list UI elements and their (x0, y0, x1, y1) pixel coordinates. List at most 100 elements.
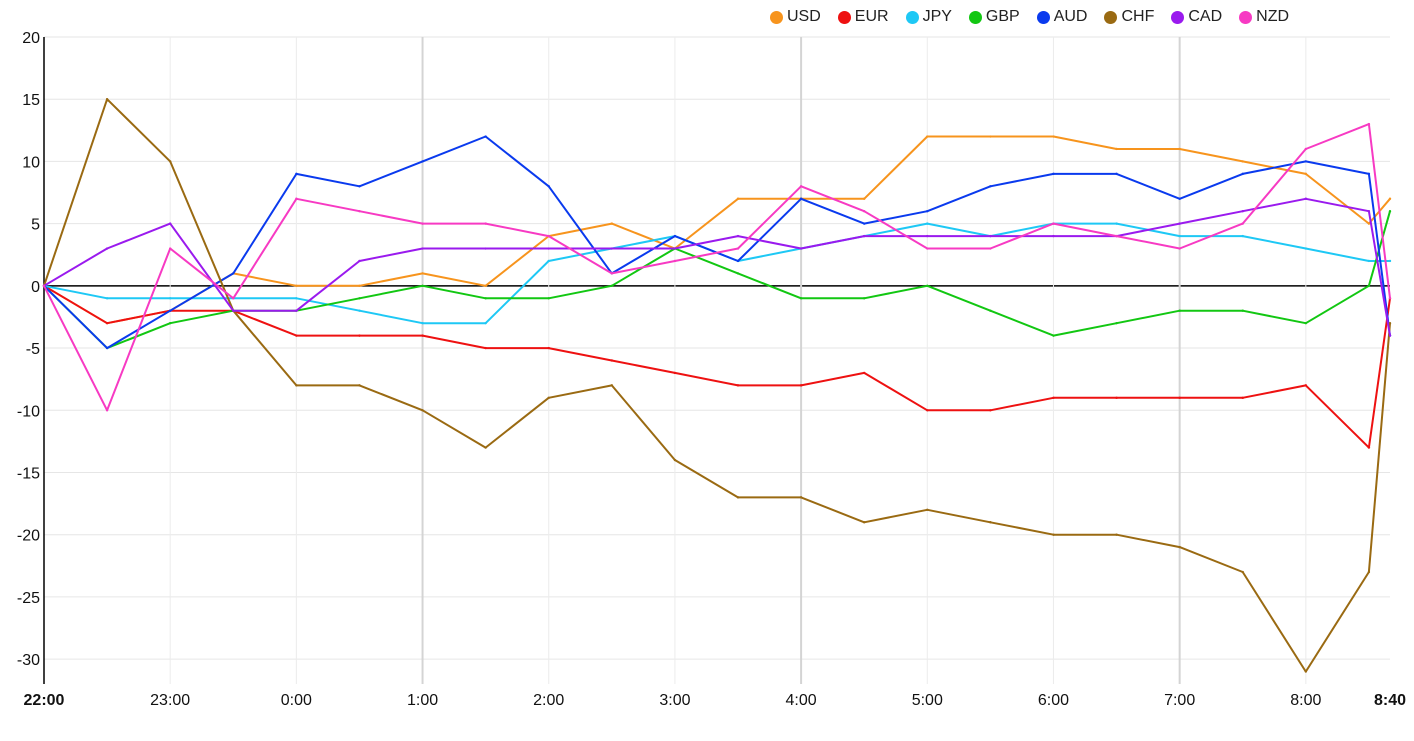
data-point-eur (1178, 396, 1181, 400)
legend-swatch-icon (1239, 10, 1253, 24)
legend-swatch-icon (1036, 10, 1050, 24)
data-point-aud (1367, 172, 1371, 176)
data-point-gbp (610, 284, 614, 288)
data-point-aud (1115, 172, 1118, 176)
data-point-chf (1367, 570, 1371, 574)
data-point-nzd (1367, 122, 1371, 126)
data-point-eur (1367, 446, 1371, 449)
data-point-eur (547, 346, 550, 350)
series-line-chf (43, 98, 1391, 673)
y-tick-label: -30 (17, 652, 40, 669)
data-point-jpy (358, 309, 361, 312)
data-point-chf (989, 521, 992, 524)
data-point-aud (295, 172, 298, 176)
data-point-aud (168, 309, 172, 312)
legend-item-usd[interactable]: USD (770, 6, 821, 28)
data-point-usd (358, 284, 361, 288)
data-point-nzd (1388, 297, 1392, 300)
data-point-nzd (232, 297, 235, 300)
data-point-usd (989, 135, 992, 138)
data-point-gbp (862, 297, 866, 300)
data-point-nzd (989, 247, 992, 250)
data-point-aud (1241, 172, 1244, 176)
legend-label: NZD (1256, 8, 1290, 25)
data-point-usd (1367, 222, 1371, 225)
x-tick-label: 22:00 (24, 692, 65, 709)
data-point-usd (421, 272, 424, 275)
data-point-cad (610, 247, 614, 250)
data-point-chf (1052, 533, 1055, 536)
data-point-cad (1052, 234, 1055, 238)
legend-item-jpy[interactable]: JPY (905, 6, 952, 28)
y-tick-label: -10 (17, 403, 40, 420)
data-point-aud (926, 209, 929, 213)
data-point-nzd (1241, 222, 1244, 225)
data-point-cad (1241, 209, 1244, 213)
legend-item-eur[interactable]: EUR (837, 6, 889, 28)
data-point-nzd (42, 284, 46, 288)
data-point-jpy (1178, 234, 1181, 238)
data-point-cad (547, 247, 550, 250)
data-point-gbp (736, 272, 740, 275)
data-point-eur (610, 359, 614, 362)
y-tick-label: 5 (31, 217, 40, 234)
y-tick-label: -5 (26, 341, 40, 358)
legend-item-chf[interactable]: CHF (1104, 6, 1154, 28)
data-point-jpy (105, 297, 109, 300)
data-point-nzd (926, 247, 929, 250)
data-point-nzd (610, 272, 614, 275)
legend-item-nzd[interactable]: NZD (1239, 6, 1289, 28)
data-point-aud (484, 135, 487, 138)
data-point-chf (421, 409, 424, 412)
legend-item-cad[interactable]: CAD (1171, 6, 1222, 28)
data-point-cad (1304, 197, 1308, 200)
legend-item-gbp[interactable]: GBP (968, 6, 1020, 28)
data-point-cad (1388, 334, 1392, 337)
data-point-usd (295, 284, 298, 288)
data-point-gbp (1388, 209, 1392, 213)
data-point-eur (1304, 384, 1308, 387)
legend-label: JPY (922, 8, 952, 25)
data-point-gbp (1304, 321, 1308, 325)
data-point-gbp (1115, 321, 1118, 325)
data-point-usd (484, 284, 487, 288)
data-point-aud (1052, 172, 1055, 176)
data-point-gbp (1178, 309, 1181, 312)
data-point-chf (1178, 545, 1181, 549)
legend-label: AUD (1053, 8, 1088, 25)
legend-label: USD (787, 8, 821, 25)
x-tick-label: 2:00 (533, 692, 564, 709)
data-point-nzd (1178, 247, 1181, 250)
data-point-chf (1241, 570, 1244, 574)
data-point-chf (1388, 321, 1392, 325)
x-tick-label: 7:00 (1164, 692, 1195, 709)
data-point-jpy (1241, 234, 1244, 238)
data-point-aud (358, 185, 361, 188)
x-tick-label: 23:00 (150, 692, 190, 709)
data-point-gbp (547, 297, 550, 300)
legend-swatch-icon (770, 10, 783, 24)
data-point-aud (105, 346, 109, 350)
legend-item-aud[interactable]: AUD (1036, 6, 1088, 28)
data-point-aud (799, 197, 803, 200)
data-point-aud (673, 234, 677, 238)
data-point-chf (610, 384, 614, 387)
data-point-eur (989, 409, 992, 412)
data-point-gbp (1241, 309, 1244, 312)
data-point-nzd (484, 222, 487, 225)
data-point-eur (295, 334, 298, 337)
data-point-jpy (421, 321, 424, 325)
data-point-chf (168, 160, 172, 163)
data-point-chf (295, 384, 298, 387)
data-point-chf (926, 508, 929, 512)
data-point-cad (358, 259, 361, 263)
data-point-usd (610, 222, 614, 225)
data-point-usd (1304, 172, 1308, 176)
data-point-chf (484, 446, 487, 449)
data-point-usd (1388, 197, 1392, 200)
data-point-usd (1178, 147, 1181, 151)
data-point-nzd (168, 247, 172, 250)
data-point-nzd (105, 409, 109, 412)
data-point-nzd (421, 222, 424, 225)
